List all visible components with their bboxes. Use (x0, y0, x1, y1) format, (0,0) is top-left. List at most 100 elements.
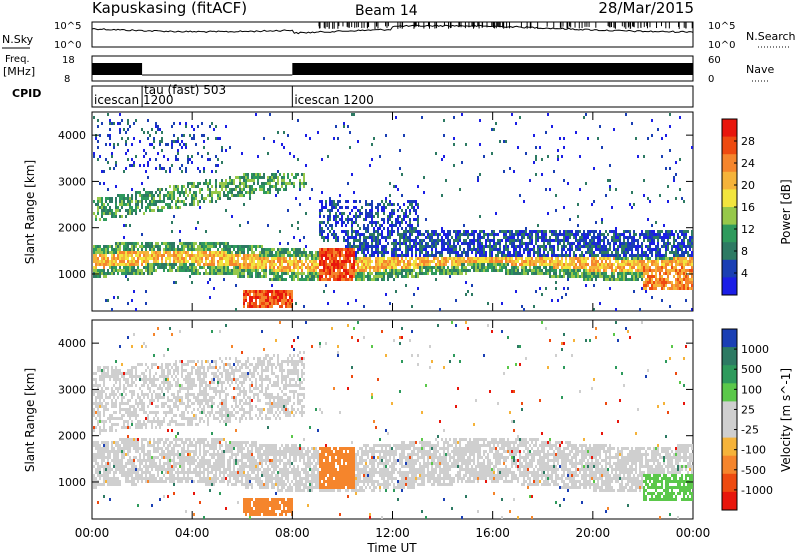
range-cell (121, 260, 123, 263)
range-cell (579, 263, 581, 266)
range-cell (583, 239, 585, 242)
range-cell (671, 260, 673, 263)
range-cell (135, 272, 137, 275)
range-cell (353, 257, 355, 260)
range-cell (465, 254, 467, 257)
range-cell (551, 233, 553, 236)
range-cell (337, 236, 339, 239)
range-cell (207, 158, 209, 161)
range-cell (347, 215, 349, 218)
range-cell (585, 236, 587, 239)
range-cell (95, 263, 97, 266)
range-cell (181, 260, 183, 263)
range-cell (281, 305, 283, 308)
range-cell (123, 170, 125, 173)
range-cell (553, 230, 555, 233)
range-cell (145, 254, 147, 257)
range-cell (105, 158, 107, 161)
range-cell (427, 245, 429, 248)
range-cell (369, 275, 371, 278)
range-cell (329, 215, 331, 218)
range-cell (371, 212, 373, 215)
range-cell (451, 266, 453, 269)
range-cell (449, 275, 451, 278)
range-cell (361, 272, 363, 275)
range-cell (181, 263, 183, 266)
range-cell (601, 260, 603, 263)
range-cell (377, 242, 379, 245)
range-cell (413, 275, 415, 278)
range-cell (289, 296, 291, 299)
range-cell (179, 248, 181, 251)
range-cell (261, 299, 263, 302)
range-cell (473, 266, 475, 269)
range-cell (407, 266, 409, 269)
range-cell (327, 269, 329, 272)
range-cell (153, 254, 155, 257)
range-cell (451, 263, 453, 266)
range-cell (371, 266, 373, 269)
range-cell (645, 251, 647, 254)
range-cell (459, 260, 461, 263)
range-cell (145, 266, 147, 269)
range-cell (261, 185, 263, 188)
range-cell (397, 272, 399, 275)
range-cell (173, 260, 175, 263)
range-cell (273, 302, 275, 305)
range-cell (169, 206, 171, 209)
range-cell (581, 266, 583, 269)
range-cell (525, 272, 527, 275)
range-cell (169, 242, 171, 245)
range-cell (497, 257, 499, 260)
range-cell (657, 263, 659, 266)
range-cell (679, 269, 681, 272)
range-cell (665, 269, 667, 272)
range-cell (661, 287, 663, 290)
range-cell (461, 233, 463, 236)
range-cell (221, 188, 223, 191)
range-cell (563, 254, 565, 257)
range-cell (361, 278, 363, 281)
range-cell (195, 242, 197, 245)
range-cell (535, 233, 537, 236)
range-cell (291, 248, 293, 251)
range-cell (341, 263, 343, 266)
range-cell (169, 263, 171, 266)
range-cell (129, 263, 131, 266)
range-cell (561, 296, 563, 299)
range-cell (665, 263, 667, 266)
range-cell (103, 260, 105, 263)
range-cell (167, 191, 169, 194)
range-cell (131, 197, 133, 200)
range-cell (385, 293, 387, 296)
range-cell (683, 269, 685, 272)
range-cell (541, 254, 543, 257)
range-cell (405, 233, 407, 236)
range-cell (523, 269, 525, 272)
range-cell (649, 251, 651, 254)
range-cell (351, 248, 353, 251)
range-cell (681, 251, 683, 254)
range-cell (299, 260, 301, 263)
range-cell (113, 251, 115, 254)
range-cell (427, 251, 429, 254)
range-cell (393, 242, 395, 245)
range-cell (341, 218, 343, 221)
range-cell (207, 188, 209, 191)
range-cell (617, 236, 619, 239)
range-cell (281, 176, 283, 179)
nsky-panel (91, 21, 694, 48)
range-cell (415, 239, 417, 242)
range-cell (335, 266, 337, 269)
range-cell (645, 257, 647, 260)
range-cell (347, 236, 349, 239)
range-cell (655, 257, 657, 260)
range-cell (545, 287, 547, 290)
range-cell (523, 251, 525, 254)
range-cell (573, 257, 575, 260)
range-cell (277, 170, 279, 173)
range-cell (691, 260, 693, 263)
range-cell (363, 254, 365, 257)
range-cell (335, 248, 337, 251)
range-cell (475, 266, 477, 269)
